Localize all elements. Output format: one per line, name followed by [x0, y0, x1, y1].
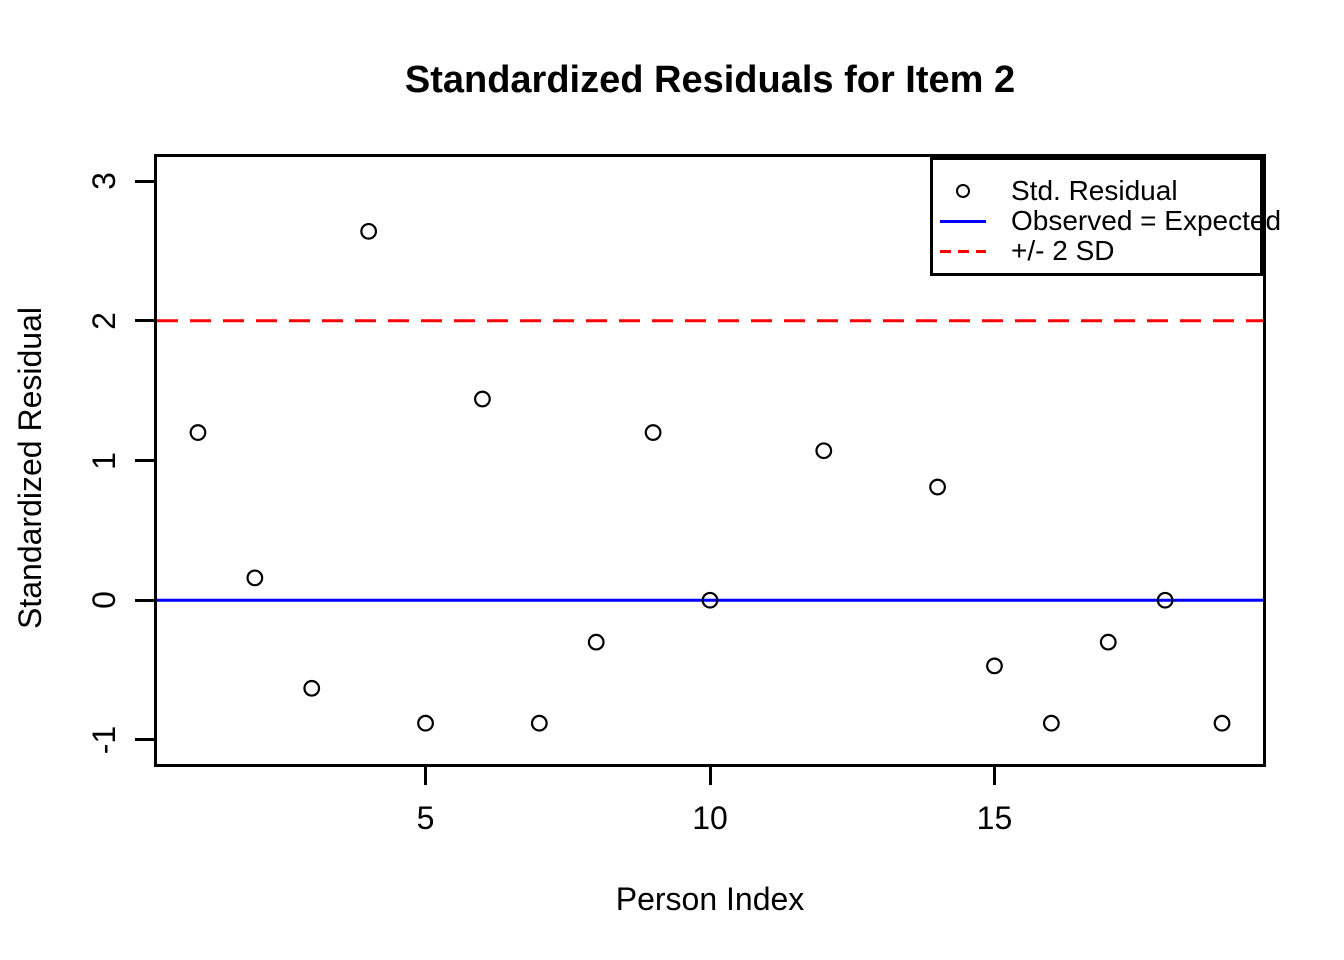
legend-sym-wrap	[939, 184, 987, 198]
y-tick-label: 1	[86, 451, 122, 470]
plot-area: Std. Residual Observed = Expected +/- 2 …	[154, 154, 1281, 767]
legend-sym-wrap	[939, 219, 987, 223]
data-point	[986, 657, 1003, 675]
solid-line-icon	[940, 219, 986, 223]
data-point	[530, 714, 548, 732]
data-point	[360, 222, 378, 240]
x-axis-label: Person Index	[615, 881, 805, 917]
y-tick-mark	[135, 738, 157, 742]
legend-label: Observed = Expected	[1011, 205, 1282, 236]
data-point	[644, 424, 662, 441]
y-tick-label: -1	[86, 725, 122, 755]
y-tick-label: 0	[86, 591, 122, 610]
y-tick-mark	[135, 319, 157, 323]
data-point	[417, 714, 434, 732]
x-tick-label: 15	[976, 800, 1013, 836]
data-point	[1042, 714, 1060, 732]
x-tick-label: 5	[416, 800, 435, 836]
x-tick-mark	[708, 764, 712, 785]
data-point	[189, 424, 207, 441]
x-tick-mark	[424, 764, 428, 785]
y-tick-mark	[135, 459, 157, 462]
legend-item-2sd: +/- 2 SD	[939, 236, 1260, 266]
dashed-line-icon	[940, 249, 986, 253]
y-tick-label: 3	[86, 172, 122, 190]
y-tick-label: 2	[86, 311, 122, 330]
x-tick-label: 10	[692, 800, 728, 836]
legend-sym-wrap	[939, 249, 987, 253]
open-circle-marker-icon	[956, 184, 970, 198]
y-axis-label: Standardized Residual	[12, 307, 48, 629]
legend-item-observed-expected: Observed = Expected	[939, 206, 1281, 236]
plot-canvas	[157, 222, 1263, 732]
legend-label: Std. Residual	[1011, 175, 1178, 206]
data-point	[587, 633, 605, 651]
data-point	[303, 679, 321, 697]
legend-label: +/- 2 SD	[1011, 235, 1115, 266]
legend: Std. Residual Observed = Expected +/- 2 …	[930, 157, 1281, 276]
data-point	[1213, 714, 1231, 732]
y-tick-mark	[135, 179, 157, 183]
data-point	[815, 442, 833, 460]
data-point	[246, 569, 264, 587]
data-point	[1099, 633, 1117, 651]
y-tick-mark	[135, 598, 157, 602]
data-point	[929, 478, 946, 496]
chart-title: Standardized Residuals for Item 2	[404, 59, 1016, 101]
legend-item-std-residual: Std. Residual	[939, 176, 1260, 206]
data-point	[701, 591, 719, 609]
data-point	[474, 390, 491, 408]
x-tick-mark	[992, 764, 996, 785]
data-point	[1156, 591, 1174, 609]
